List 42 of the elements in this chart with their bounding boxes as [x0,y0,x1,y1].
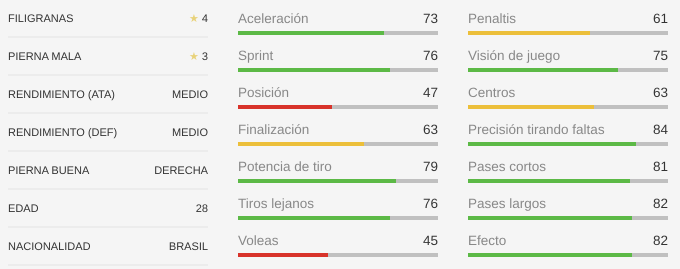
category-label: EDAD [8,203,39,215]
category-label: RENDIMIENTO (ATA) [8,89,115,101]
data-label: 76 [422,48,438,63]
category-label: NACIONALIDAD [8,241,91,253]
category-label: PIERNA MALA [8,51,82,63]
text: ★ 3 [188,51,208,63]
y-tick-label: Tiros lejanos [238,196,314,211]
y-tick-label: Sprint [238,48,274,63]
category-label: RENDIMIENTO (DEF) [8,127,118,139]
data-label: 73 [422,11,438,26]
data-label: 47 [422,85,438,100]
y-tick-label: Visión de juego [468,48,560,63]
y-tick-label: Voleas [238,233,279,248]
data-label: 63 [652,85,668,100]
y-tick-label: Centros [468,85,516,100]
data-label: 84 [652,122,668,137]
y-tick-label: Potencia de tiro [238,159,332,174]
text: MEDIO [172,127,208,139]
data-label: 81 [652,159,668,174]
y-tick-label: Aceleración [238,11,309,26]
y-tick-label: Penaltis [468,11,516,26]
data-label: 45 [422,233,438,248]
data-label: 61 [652,11,668,26]
y-tick-label: Pases largos [468,196,546,211]
y-tick-label: Pases cortos [468,159,546,174]
category-label: FILIGRANAS [8,13,74,25]
data-label: 79 [422,159,438,174]
text: MEDIO [172,89,208,101]
data-label: 63 [422,122,438,137]
data-label: 76 [422,196,438,211]
text: BRASIL [168,241,208,253]
text: ★ 4 [188,13,208,25]
y-tick-label: Efecto [468,233,506,248]
category-label: PIERNA BUENA [8,165,90,177]
data-label: 82 [652,233,668,248]
y-tick-label: Finalización [238,122,310,137]
data-label: 82 [652,196,668,211]
y-tick-label: Precisión tirando faltas [468,122,605,137]
text: DERECHA [154,165,208,177]
y-tick-label: Posición [238,85,290,100]
text: 28 [196,203,208,215]
data-label: 75 [652,48,668,63]
